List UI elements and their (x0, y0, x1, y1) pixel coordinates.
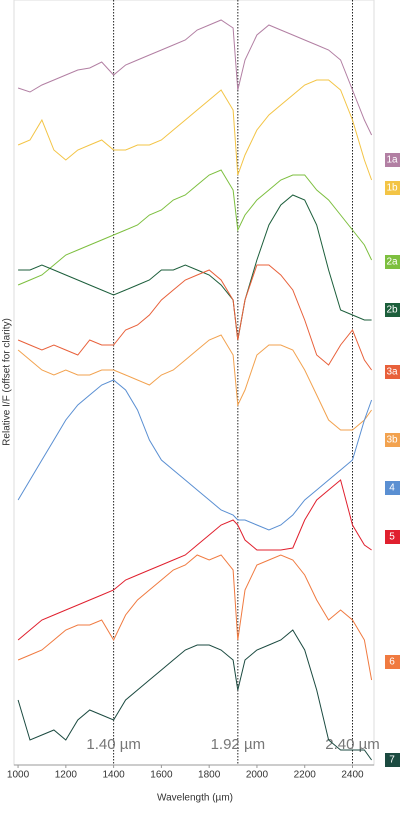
x-tick-label: 1400 (102, 770, 125, 781)
legend-swatch (385, 753, 400, 767)
legend-swatch (385, 655, 400, 669)
legend-label: 7 (389, 755, 395, 766)
series-line (18, 194, 372, 341)
x-tick-label: 2000 (246, 770, 269, 781)
annotation: 1.40 µm (86, 736, 141, 753)
series-line (17, 19, 373, 136)
x-tick-label: 1600 (150, 770, 173, 781)
annotation: 1.92 µm (211, 736, 266, 753)
legend-swatch (385, 481, 400, 495)
legend-label: 1a (386, 155, 398, 166)
legend-swatch (385, 303, 400, 317)
x-tick-label: 2200 (294, 770, 317, 781)
series-line (17, 79, 373, 181)
legend-label: 5 (389, 532, 395, 543)
legend-label: 3a (386, 367, 398, 378)
x-tick-label: 2400 (341, 770, 364, 781)
legend-swatch (385, 255, 400, 269)
legend-label: 4 (389, 483, 395, 494)
x-tick-label: 1800 (198, 770, 221, 781)
series-line (17, 554, 373, 681)
legend-swatch (385, 530, 400, 544)
legend-label: 3b (386, 435, 398, 446)
series-line (17, 629, 373, 761)
series-line (17, 379, 373, 531)
y-axis-title: Relative I/F (offset for clarity) (2, 318, 13, 446)
legend-label: 1b (386, 183, 398, 194)
legend-label: 2b (386, 305, 398, 316)
legend-label: 2a (386, 257, 398, 268)
x-axis-title: Wavelength (µm) (157, 793, 233, 804)
legend-swatch (385, 153, 400, 167)
legend-swatch (385, 181, 400, 195)
series-line (17, 479, 372, 641)
legend-label: 6 (389, 657, 395, 668)
series-line (17, 264, 373, 371)
series-line (17, 334, 373, 431)
x-tick-label: 1200 (55, 770, 78, 781)
x-tick-label: 1000 (7, 770, 30, 781)
plot-frame (13, 0, 375, 766)
legend-swatch (385, 365, 400, 379)
legend-swatch (385, 433, 400, 447)
series-line (17, 169, 373, 286)
